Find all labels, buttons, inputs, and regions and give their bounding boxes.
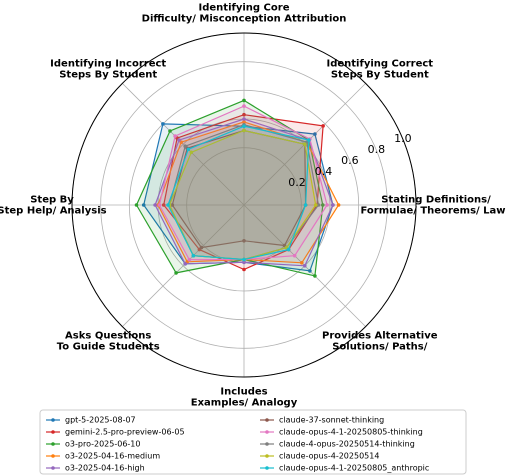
legend-label: gemini-2.5-pro-preview-06-05	[65, 428, 185, 437]
legend-marker	[265, 418, 269, 422]
legend-marker	[51, 430, 55, 434]
series-marker	[292, 253, 297, 258]
legend-marker	[265, 442, 269, 446]
series-marker	[242, 104, 246, 108]
legend-label: gpt-5-2025-08-07	[65, 416, 136, 425]
series-marker	[303, 142, 307, 146]
series-marker	[168, 129, 172, 133]
series-marker	[186, 147, 191, 152]
series-marker	[134, 203, 139, 207]
series-marker	[313, 274, 317, 278]
series-marker	[166, 203, 170, 207]
legend-marker	[51, 454, 55, 458]
series-marker	[173, 134, 177, 138]
legend-box	[39, 409, 467, 475]
series-marker	[153, 203, 157, 207]
axis-label: Provides Alternative Solutions/ Paths/	[322, 330, 438, 352]
series-marker	[313, 132, 317, 136]
legend-label: claude-4-opus-20250514-thinking	[279, 440, 415, 449]
series-marker	[157, 203, 162, 207]
series-marker	[242, 124, 246, 128]
series-marker	[307, 138, 311, 142]
series-marker	[242, 112, 246, 117]
axis-label: Step By Step Help/ Analysis	[0, 195, 107, 217]
series-marker	[336, 203, 341, 207]
series-marker	[242, 267, 246, 272]
outer-spine	[71, 32, 417, 378]
legend-label: claude-opus-4-1-20250805_anthropic	[279, 464, 429, 473]
legend-label: o3-2025-04-16-medium	[65, 452, 160, 461]
series-marker	[303, 203, 308, 207]
spoke	[122, 204, 245, 327]
series-marker	[189, 150, 194, 155]
series-marker	[316, 203, 321, 207]
legend-label: o3-2025-04-16-high	[65, 464, 145, 473]
series-marker	[177, 138, 181, 142]
series-marker	[161, 203, 166, 207]
axis-label: Includes Examples/ Analogy	[191, 387, 298, 409]
legend-marker	[265, 466, 269, 470]
r-tick-label: 1.0	[394, 132, 412, 145]
series-marker	[300, 261, 304, 265]
legend-marker	[265, 454, 269, 458]
axis-label: Identifying Core Difficulty/ Misconceptio…	[142, 3, 347, 25]
series-marker	[242, 120, 246, 124]
series-marker	[141, 203, 146, 207]
series-marker	[308, 269, 312, 273]
series-marker	[242, 239, 246, 243]
legend-marker	[51, 418, 55, 422]
series-marker	[303, 264, 307, 268]
series-marker	[325, 203, 329, 207]
series-marker	[286, 247, 291, 252]
r-tick-label: 0.2	[288, 176, 306, 189]
axis-label: Asks Questions To Guide Students	[57, 330, 160, 352]
legend-marker	[51, 442, 55, 446]
legend-label: claude-opus-4-20250514	[279, 452, 379, 461]
legend-label: claude-opus-4-1-20250805-thinking	[279, 428, 423, 437]
series-marker	[242, 128, 246, 133]
series-marker	[191, 253, 196, 258]
series-marker	[242, 257, 246, 262]
series-marker	[242, 260, 246, 265]
series-marker	[187, 257, 192, 262]
legend-marker	[51, 466, 55, 470]
r-tick-label: 0.8	[368, 143, 386, 156]
r-tick-label: 0.6	[341, 154, 359, 167]
series-marker	[242, 98, 246, 103]
series-marker	[174, 271, 178, 275]
spoke	[122, 83, 245, 206]
series-marker	[161, 122, 165, 126]
series-marker	[170, 203, 175, 207]
series-marker	[242, 117, 246, 121]
axis-label: Identifying Correct Steps By Student	[326, 59, 433, 81]
r-tick-label: 0.4	[315, 165, 333, 178]
legend-label: o3-pro-2025-06-10	[65, 440, 140, 449]
series-marker	[313, 203, 318, 207]
series-marker	[199, 245, 204, 250]
legend-marker	[265, 430, 269, 434]
series-marker	[183, 144, 187, 148]
axis-label: Identifying Incorrect Steps By Student	[50, 59, 166, 81]
axis-label: Stating Definitions/Formulae/ Theorems/ …	[361, 195, 506, 217]
series-marker	[321, 203, 325, 207]
series-marker	[331, 203, 335, 207]
series-marker	[321, 124, 325, 128]
series-marker	[183, 262, 187, 266]
legend-label: claude-37-sonnet-thinking	[279, 416, 384, 425]
